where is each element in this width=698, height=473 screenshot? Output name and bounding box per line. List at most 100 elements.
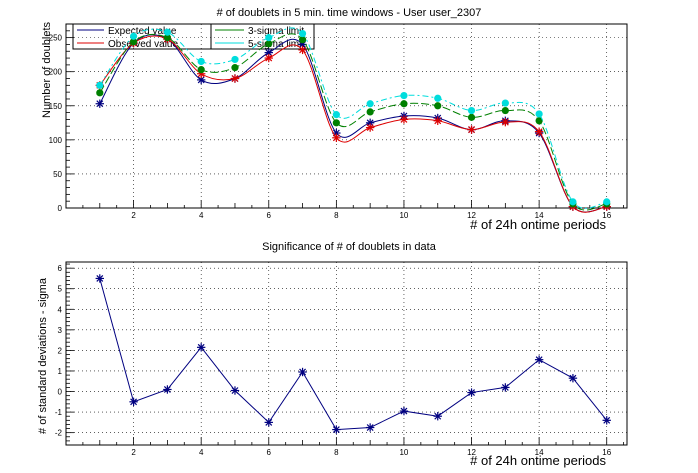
top-x-tick-label-8: 8	[334, 211, 339, 220]
bottom-y-tick-label-1: 1	[58, 367, 63, 376]
top-x-tick-label-16: 16	[602, 211, 611, 220]
top-series-2-point-4	[197, 66, 205, 74]
bottom-series-0-point-1	[95, 274, 104, 283]
bottom-series-0-point-15	[568, 373, 578, 383]
top-y-tick-label-0: 0	[58, 204, 63, 213]
bottom-y-tick-label-2: 2	[58, 346, 63, 355]
top-series-3-point-4	[197, 57, 205, 66]
bottom-series-0-point-5	[230, 386, 240, 395]
bottom-y-tick-label-0: 0	[58, 388, 63, 397]
bottom-x-tick-label-10: 10	[399, 448, 408, 457]
bottom-x-tick-label-6: 6	[267, 448, 272, 457]
top-x-tick-label-6: 6	[267, 211, 272, 220]
bottom-series-0-line	[99, 278, 608, 431]
top-series-2-point-12	[467, 113, 476, 121]
bottom-x-tick-label-2: 2	[131, 448, 136, 457]
top-series-3-point-2	[129, 32, 138, 40]
top-plot-frame	[65, 23, 628, 209]
top-series-3-point-11	[434, 94, 442, 102]
top-series-2-line	[99, 33, 607, 211]
bottom-series-0-point-4	[196, 343, 206, 352]
bottom-y-axis-label: # of standard deviations - sigma	[37, 277, 49, 434]
top-series-2-point-2	[129, 38, 138, 46]
bottom-chart-title: Significance of # of doublets in data	[262, 241, 437, 253]
top-series-3-point-10	[400, 91, 408, 100]
bottom-series-0-point-16	[602, 416, 611, 425]
top-series-2-point-13	[501, 106, 509, 115]
top-series-3-point-9	[366, 100, 374, 108]
bottom-chart-panel: Significance of # of doublets in data # …	[37, 241, 628, 468]
top-series-2-point-11	[434, 102, 442, 110]
top-series-0-line	[99, 34, 607, 213]
top-x-tick-label-4: 4	[199, 211, 204, 220]
top-series-3-point-13	[501, 99, 509, 107]
top-series-0-point-1	[95, 99, 104, 108]
bottom-y-tick-label-4: 4	[58, 305, 63, 314]
bottom-series-0-point-14	[534, 355, 544, 364]
top-y-tick-label-250: 250	[49, 34, 63, 43]
top-series-2-point-6	[265, 40, 273, 48]
bottom-y-tick-label-3: 3	[58, 326, 63, 335]
top-series-3-point-14	[535, 110, 543, 118]
bottom-y-tick-label-5: 5	[58, 285, 63, 294]
top-series-3-line	[99, 27, 607, 209]
top-x-tick-label-2: 2	[131, 211, 136, 220]
bottom-y-tick-label--1: -1	[55, 408, 63, 417]
bottom-series-0-point-7	[298, 367, 307, 377]
top-series-2-point-8	[332, 119, 340, 127]
top-series-2-point-3	[163, 34, 171, 42]
top-y-axis-label: Number of doublets	[41, 22, 53, 118]
top-series-3-point-5	[231, 55, 239, 64]
top-series-1-point-14	[534, 127, 544, 136]
bottom-series-0	[95, 274, 611, 434]
legend-entry-3sigma: 3-sigma limit	[215, 26, 304, 37]
bottom-plot-frame	[65, 261, 628, 446]
bottom-y-tick-label-6: 6	[58, 264, 63, 273]
top-series-3-point-6	[265, 34, 273, 42]
top-series-2-point-1	[96, 89, 104, 97]
bottom-y-ticks: -2 -1 0 1 2 3 4 5 6	[55, 263, 74, 446]
top-series-3-point-1	[96, 81, 104, 89]
top-series-3-point-7	[298, 29, 307, 38]
top-y-tick-label-50: 50	[53, 170, 62, 179]
top-series-1-point-6	[264, 53, 273, 63]
bottom-x-axis-label: # of 24h ontime periods	[470, 453, 606, 468]
bottom-x-tick-label-14: 14	[535, 448, 544, 457]
bottom-x-ticks: 2 4 6 8 10 12 14 16	[82, 437, 625, 457]
top-x-tick-label-12: 12	[467, 211, 476, 220]
bottom-series-0-point-12	[467, 388, 476, 397]
bottom-series-0-point-9	[365, 423, 375, 432]
top-y-tick-label-200: 200	[49, 68, 63, 77]
bottom-y-tick-label--2: -2	[55, 429, 63, 438]
bottom-x-tick-label-8: 8	[334, 448, 339, 457]
top-series-1-point-11	[433, 116, 442, 125]
top-x-tick-label-10: 10	[399, 211, 408, 220]
top-x-axis-label: # of 24h ontime periods	[470, 217, 606, 232]
legend-label-observed: Observed value	[108, 39, 178, 50]
top-series-1-line	[99, 35, 607, 213]
legend-entry-expected: Expected value	[77, 26, 177, 37]
top-chart-title: # of doublets in 5 min. time windows - U…	[217, 7, 482, 19]
top-series-1-point-7	[298, 45, 307, 55]
bottom-series-0-point-3	[163, 385, 172, 394]
top-series-3-point-12	[467, 106, 476, 115]
legend-label-3sigma: 3-sigma limit	[248, 26, 304, 37]
top-series-3-point-16	[603, 198, 611, 206]
top-series-3-point-8	[332, 111, 340, 119]
top-series-1-point-8	[332, 133, 341, 143]
bottom-x-tick-label-16: 16	[602, 448, 611, 457]
top-series-2-point-7	[298, 36, 307, 44]
top-series-3	[96, 27, 611, 209]
top-series-2-point-5	[231, 64, 239, 72]
legend: Expected value Observed value 3-sigma li…	[72, 23, 315, 50]
top-grid	[66, 24, 627, 209]
bottom-x-tick-label-4: 4	[199, 448, 204, 457]
bottom-series-0-point-6	[264, 418, 273, 427]
top-series-2-point-9	[366, 108, 374, 116]
legend-entry-observed: Observed value	[77, 39, 178, 50]
top-y-tick-label-150: 150	[49, 102, 63, 111]
bottom-series-0-point-13	[501, 383, 510, 392]
top-x-tick-label-14: 14	[535, 211, 544, 220]
top-series-3-point-3	[163, 28, 171, 36]
